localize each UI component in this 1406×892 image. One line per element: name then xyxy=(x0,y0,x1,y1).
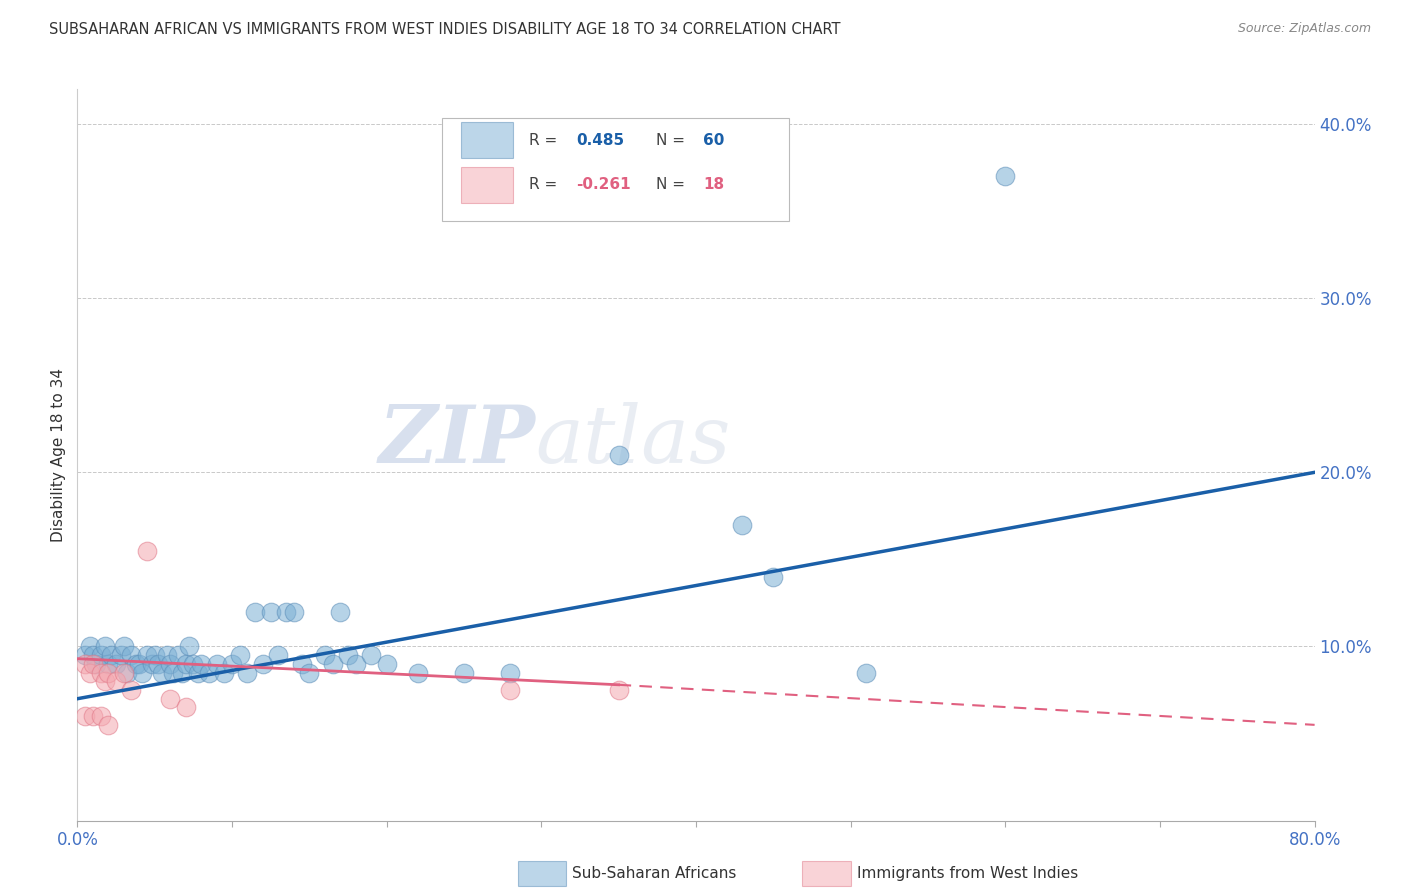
Point xyxy=(136,543,159,558)
Text: R =: R = xyxy=(529,178,562,192)
Point xyxy=(131,665,153,680)
Y-axis label: Disability Age 18 to 34: Disability Age 18 to 34 xyxy=(51,368,66,542)
Point xyxy=(731,517,754,532)
Point xyxy=(177,640,200,654)
Text: 18: 18 xyxy=(703,178,724,192)
Point xyxy=(329,605,352,619)
Point xyxy=(110,648,132,663)
Point xyxy=(167,648,190,663)
Point xyxy=(221,657,243,671)
Point xyxy=(375,657,398,671)
Point xyxy=(90,648,111,663)
Point xyxy=(121,648,143,663)
Point xyxy=(205,657,228,671)
Point xyxy=(267,648,290,663)
Point xyxy=(607,683,630,698)
Point xyxy=(105,674,127,689)
Point xyxy=(94,640,117,654)
Point xyxy=(499,665,522,680)
Point xyxy=(97,718,120,732)
Text: R =: R = xyxy=(529,133,562,147)
Point xyxy=(105,657,127,671)
Point xyxy=(607,448,630,462)
Point xyxy=(112,665,135,680)
FancyBboxPatch shape xyxy=(461,122,513,158)
Text: N =: N = xyxy=(657,133,690,147)
Point xyxy=(141,657,163,671)
Point xyxy=(298,665,321,680)
Point xyxy=(260,605,283,619)
Point xyxy=(344,657,367,671)
Point xyxy=(152,665,174,680)
Point xyxy=(762,570,785,584)
Point xyxy=(360,648,382,663)
Text: SUBSAHARAN AFRICAN VS IMMIGRANTS FROM WEST INDIES DISABILITY AGE 18 TO 34 CORREL: SUBSAHARAN AFRICAN VS IMMIGRANTS FROM WE… xyxy=(49,22,841,37)
Point xyxy=(125,657,148,671)
Point xyxy=(162,665,184,680)
Point xyxy=(198,665,221,680)
Point xyxy=(855,665,877,680)
Point xyxy=(283,605,305,619)
Point xyxy=(79,640,101,654)
Text: -0.261: -0.261 xyxy=(576,178,630,192)
FancyBboxPatch shape xyxy=(517,861,567,886)
Point xyxy=(252,657,274,671)
Point xyxy=(100,648,122,663)
Point xyxy=(75,657,96,671)
Text: 60: 60 xyxy=(703,133,724,147)
Point xyxy=(291,657,314,671)
Point xyxy=(499,683,522,698)
Text: N =: N = xyxy=(657,178,690,192)
Point xyxy=(245,605,267,619)
Point xyxy=(174,657,197,671)
Point xyxy=(121,683,143,698)
Point xyxy=(94,674,117,689)
Point xyxy=(156,648,179,663)
Point xyxy=(90,665,111,680)
Point xyxy=(97,657,120,671)
Point xyxy=(128,657,150,671)
Point xyxy=(190,657,212,671)
Point xyxy=(187,665,209,680)
Point xyxy=(337,648,360,663)
FancyBboxPatch shape xyxy=(803,861,851,886)
Point xyxy=(115,665,138,680)
Point xyxy=(143,648,166,663)
Point xyxy=(236,665,259,680)
Point xyxy=(75,709,96,723)
Text: Source: ZipAtlas.com: Source: ZipAtlas.com xyxy=(1237,22,1371,36)
Point xyxy=(174,700,197,714)
Point xyxy=(314,648,336,663)
Point xyxy=(183,657,205,671)
Point xyxy=(79,665,101,680)
Text: Immigrants from West Indies: Immigrants from West Indies xyxy=(856,866,1078,880)
Point xyxy=(84,657,107,671)
Point xyxy=(406,665,429,680)
Point xyxy=(276,605,298,619)
Point xyxy=(453,665,475,680)
Point xyxy=(75,648,96,663)
Point xyxy=(322,657,344,671)
Point xyxy=(994,169,1017,184)
Text: atlas: atlas xyxy=(536,401,731,479)
Point xyxy=(172,665,194,680)
Point xyxy=(90,709,111,723)
Point xyxy=(214,665,236,680)
Point xyxy=(159,657,181,671)
Point xyxy=(228,648,252,663)
Point xyxy=(159,691,181,706)
Text: Sub-Saharan Africans: Sub-Saharan Africans xyxy=(572,866,737,880)
Point xyxy=(82,709,104,723)
FancyBboxPatch shape xyxy=(461,167,513,202)
Text: 0.485: 0.485 xyxy=(576,133,624,147)
Point xyxy=(97,665,120,680)
Point xyxy=(112,640,135,654)
Text: ZIP: ZIP xyxy=(378,401,536,479)
FancyBboxPatch shape xyxy=(443,119,789,221)
Point xyxy=(136,648,159,663)
Point xyxy=(146,657,169,671)
Point xyxy=(82,657,104,671)
Point xyxy=(82,648,104,663)
